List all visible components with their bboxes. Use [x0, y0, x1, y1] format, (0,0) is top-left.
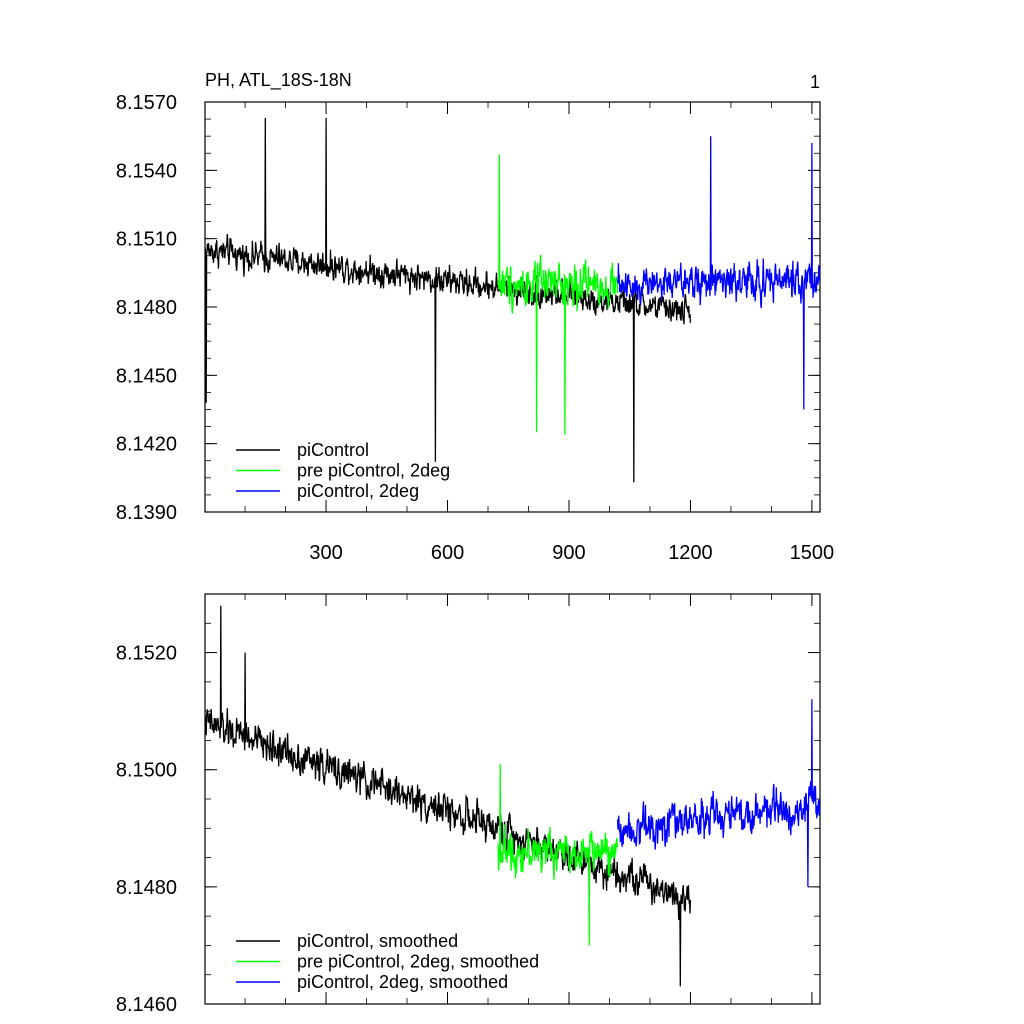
series-line: [205, 117, 692, 483]
y-tick-label: 8.1480: [116, 297, 177, 319]
series-line: [616, 699, 820, 887]
chart-title: PH, ATL_18S-18N: [205, 70, 352, 91]
legend-label: piControl, smoothed: [297, 931, 458, 951]
legend-label: pre piControl, 2deg, smoothed: [297, 952, 539, 972]
x-tick-label: 900: [552, 542, 585, 564]
x-tick-label: 300: [309, 542, 342, 564]
legend-label: pre piControl, 2deg: [297, 461, 450, 481]
panel-label: 1: [810, 72, 820, 92]
y-tick-label: 8.1520: [116, 643, 177, 665]
bottom-panel: 8.1460 8.1480 8.1500 8.1520 piControl, smoot…: [116, 593, 821, 1016]
x-tick-label: 1200: [668, 542, 713, 564]
series-line: [205, 605, 692, 987]
y-tick-label: 8.1480: [116, 877, 177, 899]
x-tick-label: 1500: [790, 542, 835, 564]
series-line: [616, 136, 820, 410]
y-tick-label: 8.1420: [116, 434, 177, 456]
legend-label: piControl: [297, 440, 369, 460]
y-tick-label: 8.1540: [116, 160, 177, 182]
legend-label: piControl, 2deg: [297, 481, 419, 501]
series-line: [497, 154, 619, 435]
top-panel: 8.1390 8.1420 8.1450 8.1480 8.1510 8.1540 8.15…: [116, 92, 834, 564]
x-tick-label: 600: [431, 542, 464, 564]
y-tick-label: 8.1570: [116, 92, 177, 114]
series-line: [497, 763, 619, 946]
y-tick-label: 8.1390: [116, 502, 177, 524]
legend-label: piControl, 2deg, smoothed: [297, 972, 508, 992]
y-tick-label: 8.1510: [116, 229, 177, 251]
y-tick-label: 8.1500: [116, 760, 177, 782]
y-tick-label: 8.1460: [116, 994, 177, 1016]
y-tick-label: 8.1450: [116, 365, 177, 387]
